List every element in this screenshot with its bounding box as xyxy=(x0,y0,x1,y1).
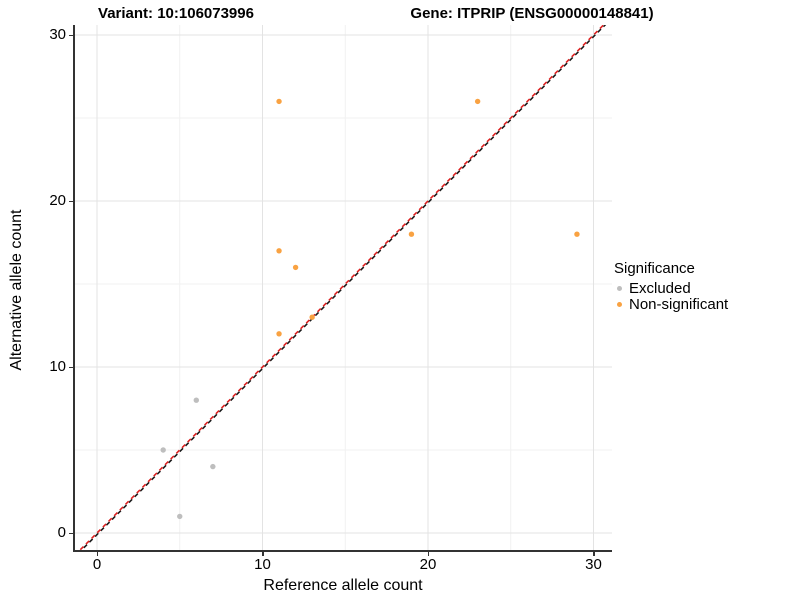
data-point xyxy=(292,264,299,271)
data-point xyxy=(276,331,282,337)
plot-title-gene: Gene: ITPRIP (ENSG00000148841) xyxy=(410,5,654,22)
data-point xyxy=(309,314,315,320)
data-point xyxy=(276,248,282,254)
data-point xyxy=(408,231,415,237)
data-point xyxy=(177,513,183,520)
data-point xyxy=(574,231,580,237)
y-tick-label: 30 xyxy=(49,26,66,43)
y-tick-mark xyxy=(69,34,73,36)
identity-line-red xyxy=(76,25,605,552)
data-point xyxy=(160,447,166,453)
y-tick-label: 20 xyxy=(49,192,66,209)
y-tick-mark xyxy=(69,200,73,202)
x-tick-label: 20 xyxy=(419,556,437,573)
x-tick-label: 30 xyxy=(585,556,602,573)
data-point xyxy=(276,98,282,105)
x-tick-label: 0 xyxy=(92,556,102,573)
y-tick-mark xyxy=(69,532,73,534)
x-axis-title: Reference allele count xyxy=(263,577,423,594)
legend-item-label: Excluded xyxy=(629,279,691,297)
x-tick-label: 10 xyxy=(254,556,271,573)
legend-swatch-icon xyxy=(617,285,622,291)
y-tick-label: 10 xyxy=(49,358,66,375)
plot-svg xyxy=(73,25,612,552)
legend-swatch-icon xyxy=(617,301,622,307)
identity-line-black xyxy=(78,25,607,552)
legend-item: Excluded xyxy=(614,279,728,297)
legend-item: Non-significant xyxy=(614,295,729,313)
legend-item-label: Non-significant xyxy=(629,295,729,313)
x-tick-mark xyxy=(262,552,264,556)
legend-title: Significance xyxy=(614,260,695,277)
legend-items: Excluded Non-significant xyxy=(614,279,729,313)
y-tick-mark xyxy=(69,366,73,368)
plot-title-variant: Variant: 10:106073996 xyxy=(98,5,254,22)
x-tick-mark xyxy=(427,552,429,556)
x-tick-mark xyxy=(96,552,98,556)
x-tick-mark xyxy=(593,552,595,556)
data-point xyxy=(210,463,216,470)
data-point xyxy=(474,98,481,105)
y-axis-title: Alternative allele count xyxy=(8,209,25,371)
y-tick-label: 0 xyxy=(57,524,66,541)
legend: Significance Excluded Non-significant xyxy=(614,260,729,313)
data-point xyxy=(193,397,199,403)
plot-panel xyxy=(73,25,612,552)
